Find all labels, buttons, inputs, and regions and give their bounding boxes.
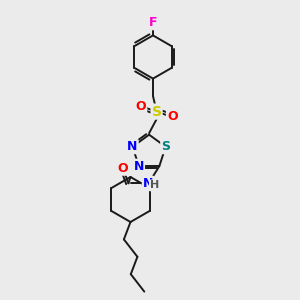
Text: S: S (152, 105, 162, 118)
Text: O: O (136, 100, 146, 113)
Text: O: O (167, 110, 178, 124)
Text: O: O (118, 162, 128, 175)
Text: N: N (134, 160, 144, 173)
Text: N: N (128, 140, 138, 153)
Text: N: N (143, 177, 153, 190)
Text: F: F (149, 16, 157, 29)
Text: H: H (150, 180, 159, 190)
Text: S: S (161, 140, 170, 153)
